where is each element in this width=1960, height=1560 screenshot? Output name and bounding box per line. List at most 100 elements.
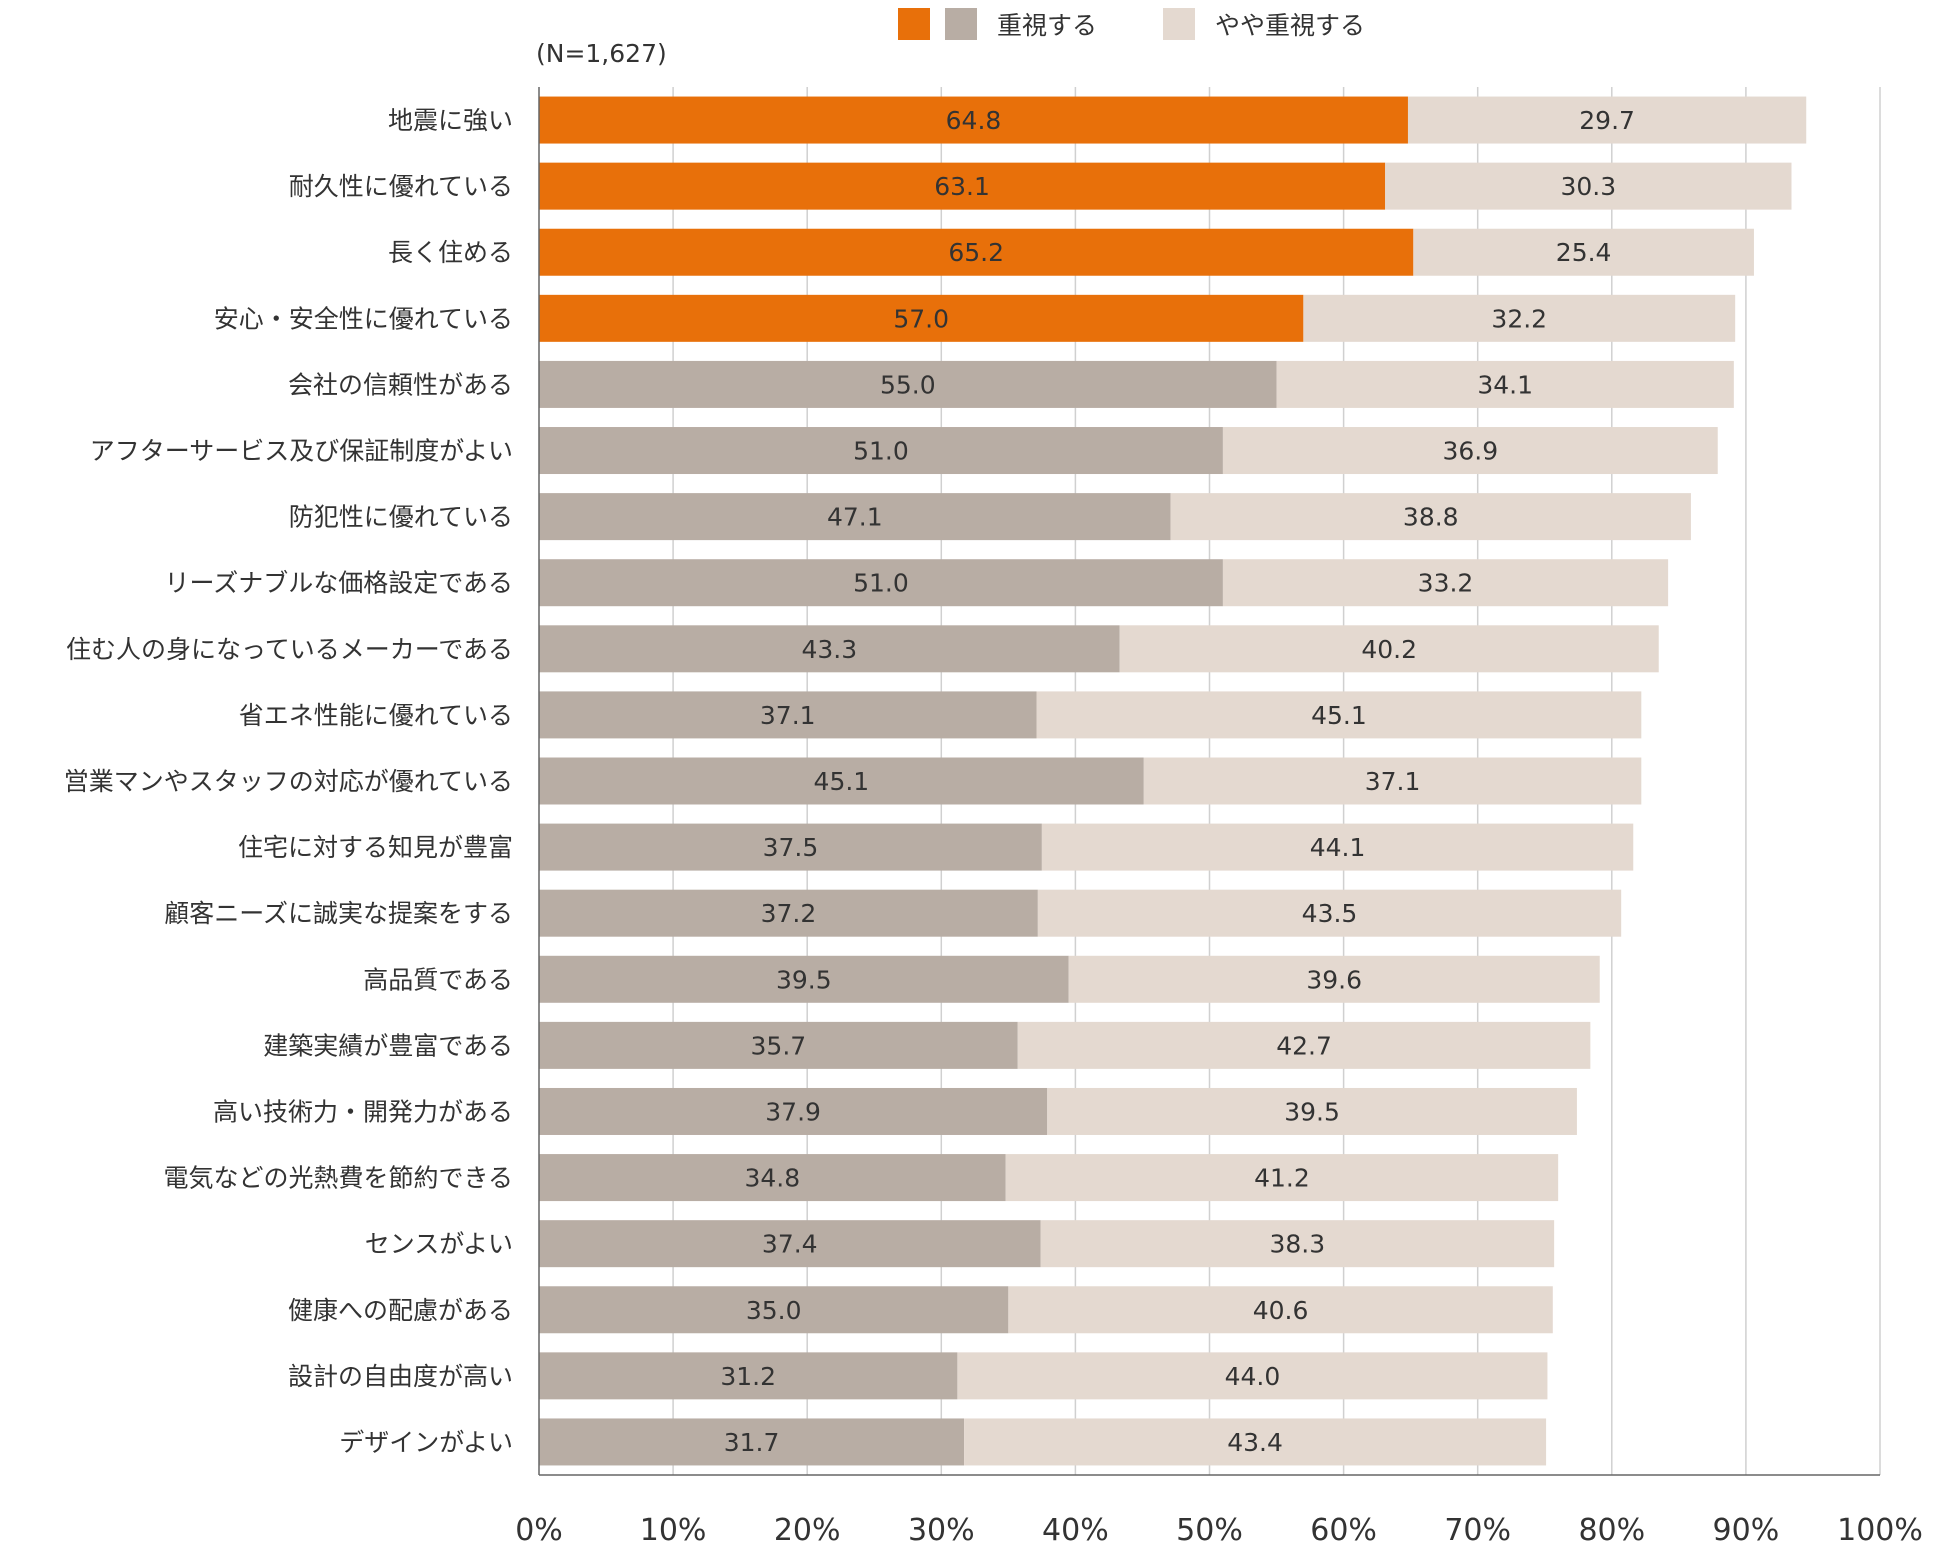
data-label-somewhat-important: 40.2 <box>1361 635 1417 664</box>
x-tick-label: 70% <box>1444 1513 1511 1548</box>
data-label-important: 35.7 <box>751 1031 807 1060</box>
category-label: 地震に強い <box>388 106 513 135</box>
sample-size-note: (N=1,627) <box>536 39 667 68</box>
legend: 重視する やや重視する <box>898 8 1365 40</box>
bar-segment-somewhat-important <box>1119 625 1659 673</box>
x-tick-label: 40% <box>1042 1513 1109 1548</box>
bar-segment-important <box>539 1352 958 1400</box>
legend-label-primary: 重視する <box>997 11 1097 40</box>
data-label-important: 51.0 <box>853 569 909 598</box>
data-label-important: 34.8 <box>744 1164 800 1193</box>
axes <box>538 87 1880 1476</box>
data-label-important: 47.1 <box>827 503 883 532</box>
bar-segment-somewhat-important <box>1143 757 1642 805</box>
data-label-important: 37.2 <box>761 899 817 928</box>
x-tick-label: 30% <box>908 1513 975 1548</box>
x-tick-label: 60% <box>1310 1513 1377 1548</box>
data-label-important: 51.0 <box>853 437 909 466</box>
category-label: 健康への配慮がある <box>288 1296 513 1325</box>
category-label: 住む人の身になっているメーカーである <box>66 635 513 664</box>
bar-segment-somewhat-important <box>1303 294 1736 342</box>
data-label-important: 37.4 <box>762 1230 818 1259</box>
bar-segment-somewhat-important <box>1068 955 1600 1003</box>
data-label-important: 39.5 <box>776 965 832 994</box>
category-label: 長く住める <box>388 238 513 267</box>
data-label-important: 31.7 <box>724 1428 780 1457</box>
bar-segment-important <box>539 360 1277 408</box>
data-label-important: 37.5 <box>763 833 819 862</box>
category-label: 営業マンやスタッフの対応が優れている <box>64 767 513 796</box>
category-label: 耐久性に優れている <box>289 172 513 201</box>
x-tick-label: 20% <box>774 1513 841 1548</box>
x-tick-label: 80% <box>1578 1513 1645 1548</box>
x-tick-labels: 0% 10% 20% 30% 40% 50% 60% 70% 80% 90% 100% <box>515 1513 1923 1548</box>
data-label-important: 63.1 <box>934 172 990 201</box>
data-label-important: 35.0 <box>746 1296 802 1325</box>
bar-segment-important <box>539 162 1386 210</box>
category-label: 顧客ニーズに誠実な提案をする <box>164 899 513 928</box>
data-label-important: 43.3 <box>801 635 857 664</box>
data-label-somewhat-important: 45.1 <box>1311 701 1367 730</box>
bar-segment-important <box>539 1087 1048 1135</box>
data-label-somewhat-important: 44.1 <box>1310 833 1366 862</box>
x-tick-label: 10% <box>640 1513 707 1548</box>
data-label-somewhat-important: 25.4 <box>1556 238 1612 267</box>
data-label-important: 31.2 <box>720 1362 776 1391</box>
bar-segment-important <box>539 757 1144 805</box>
category-labels: 地震に強い耐久性に優れている長く住める安心・安全性に優れている会社の信頼性がある… <box>64 106 513 1457</box>
data-label-important: 37.9 <box>765 1097 821 1126</box>
data-label-important: 57.0 <box>893 304 949 333</box>
data-label-somewhat-important: 44.0 <box>1225 1362 1281 1391</box>
data-label-somewhat-important: 40.6 <box>1253 1296 1309 1325</box>
bar-segment-somewhat-important <box>1005 1154 1559 1202</box>
bar-segment-somewhat-important <box>1170 493 1691 541</box>
category-label: 防犯性に優れている <box>289 503 513 532</box>
data-label-important: 55.0 <box>880 370 936 399</box>
bar-segment-important <box>539 427 1223 475</box>
data-label-somewhat-important: 29.7 <box>1579 106 1635 135</box>
bar-segment-important <box>539 228 1414 276</box>
data-label-somewhat-important: 34.1 <box>1477 370 1533 399</box>
bar-segment-somewhat-important <box>1036 691 1642 739</box>
data-label-important: 64.8 <box>946 106 1002 135</box>
data-label-somewhat-important: 36.9 <box>1442 437 1498 466</box>
category-label: センスがよい <box>365 1230 513 1259</box>
bar-segment-somewhat-important <box>957 1352 1548 1400</box>
data-label-somewhat-important: 38.3 <box>1269 1230 1325 1259</box>
bar-segment-somewhat-important <box>1413 228 1754 276</box>
bar-segment-somewhat-important <box>1037 889 1622 937</box>
category-label: 安心・安全性に優れている <box>214 304 513 333</box>
bar-segment-important <box>539 1418 965 1466</box>
x-tick-label: 0% <box>515 1513 563 1548</box>
data-label-somewhat-important: 38.8 <box>1403 503 1459 532</box>
bar-segment-somewhat-important <box>1017 1021 1591 1069</box>
bar-segment-somewhat-important <box>1040 1220 1555 1268</box>
category-label: 省エネ性能に優れている <box>239 701 513 730</box>
data-label-important: 65.2 <box>948 238 1004 267</box>
legend-swatch-secondary <box>1163 8 1195 40</box>
bar-segment-somewhat-important <box>1041 823 1634 871</box>
data-label-somewhat-important: 30.3 <box>1560 172 1616 201</box>
data-label-important: 37.1 <box>760 701 816 730</box>
x-tick-label: 90% <box>1713 1513 1780 1548</box>
category-label: デザインがよい <box>339 1428 513 1457</box>
bar-segment-somewhat-important <box>964 1418 1547 1466</box>
data-label-important: 45.1 <box>814 767 870 796</box>
data-label-somewhat-important: 39.6 <box>1306 965 1362 994</box>
category-label: リーズナブルな価格設定である <box>164 569 513 598</box>
category-label: 電気などの光熱費を節約できる <box>163 1164 513 1193</box>
category-label: アフターサービス及び保証制度がよい <box>90 437 513 466</box>
bar-segment-important <box>539 889 1038 937</box>
bar-segment-important <box>539 1154 1006 1202</box>
data-label-somewhat-important: 43.4 <box>1227 1428 1283 1457</box>
bar-segment-important <box>539 955 1069 1003</box>
data-label-somewhat-important: 33.2 <box>1418 569 1474 598</box>
bar-segment-somewhat-important <box>1047 1087 1577 1135</box>
category-label: 住宅に対する知見が豊富 <box>238 833 513 862</box>
bar-segment-important <box>539 691 1037 739</box>
category-label: 会社の信頼性がある <box>288 370 513 399</box>
bar-segment-important <box>539 559 1223 607</box>
bar-segment-somewhat-important <box>1276 360 1734 408</box>
legend-swatch-primary <box>945 8 977 40</box>
category-label: 高い技術力・開発力がある <box>213 1097 513 1126</box>
